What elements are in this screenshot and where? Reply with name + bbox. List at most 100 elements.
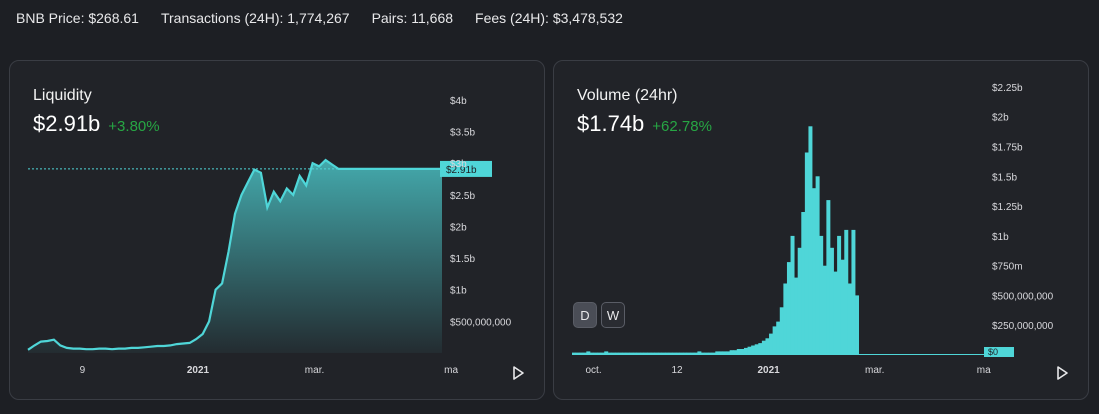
transactions-24h: Transactions (24H): 1,774,267 [160, 10, 350, 26]
volume-bar [640, 352, 645, 355]
volume-bar [600, 352, 605, 355]
volume-bar [575, 352, 580, 355]
volume-value-row: $1.74b +62.78% [577, 111, 712, 137]
x-tick-label: oct. [586, 365, 602, 376]
liquidity-card: $2.91b $4b $3.5b $3b $2.5b $2b $1.5b $1b $500,00… [9, 60, 545, 400]
volume-bar [747, 346, 752, 355]
volume-bar [683, 352, 688, 355]
volume-bar [614, 352, 619, 355]
volume-bar [679, 352, 684, 355]
y-tick-label: $4b [450, 96, 467, 107]
volume-bar [593, 352, 598, 355]
volume-bar [855, 295, 860, 355]
y-tick-label: $1.25b [992, 202, 1023, 213]
y-tick-label: $500,000,000 [992, 291, 1054, 302]
volume-bar [783, 283, 788, 355]
week-button[interactable]: W [601, 302, 625, 328]
volume-bar [851, 229, 856, 355]
volume-bar [761, 340, 766, 355]
play-icon[interactable] [1054, 365, 1070, 381]
bnb-price: BNB Price: $268.61 [16, 10, 139, 26]
volume-bar [829, 247, 834, 355]
x-tick-label: 2021 [187, 365, 210, 376]
volume-bar [697, 351, 702, 355]
volume-bar [822, 265, 827, 355]
volume-bar [833, 271, 838, 355]
volume-bar [808, 126, 813, 355]
volume-bar [794, 277, 799, 355]
volume-bar [804, 152, 809, 355]
x-tick-label: 2021 [758, 365, 781, 376]
volume-bar [611, 352, 616, 355]
y-tick-label: $1b [992, 232, 1009, 243]
volume-bar [840, 259, 845, 355]
volume-value: $1.74b [577, 111, 645, 136]
volume-bar [650, 352, 655, 355]
volume-bar [801, 212, 806, 355]
volume-bar [632, 352, 637, 355]
volume-bar [776, 321, 781, 355]
volume-title: Volume (24hr) [577, 87, 678, 104]
y-tick-label: $1.75b [992, 143, 1023, 154]
liquidity-chart[interactable]: $2.91b $4b $3.5b $3b $2.5b $2b $1.5b $1b $500,00… [10, 61, 545, 400]
volume-bar [837, 235, 842, 355]
volume-bar [786, 262, 791, 355]
volume-bar [675, 352, 680, 355]
current-value-tag [984, 347, 1014, 357]
volume-bar [779, 307, 784, 355]
volume-bar [643, 352, 648, 355]
volume-bar [690, 352, 695, 355]
volume-bar [700, 352, 705, 355]
x-tick-label: mar. [305, 365, 324, 376]
y-tick-label: $3b [450, 159, 467, 170]
liquidity-title: Liquidity [33, 87, 92, 104]
volume-bar [704, 352, 709, 355]
volume-bar [708, 352, 713, 355]
volume-bar [636, 352, 641, 355]
volume-bar [754, 344, 759, 355]
volume-bar [589, 352, 594, 355]
liquidity-area [28, 160, 442, 353]
y-tick-label: $1b [450, 286, 467, 297]
volume-bar [826, 200, 831, 355]
volume-bar [743, 347, 748, 355]
volume-chart[interactable]: $0 $2.25b $2b $1.75b $1.5b $1.25b $1b $750m $500… [554, 61, 1089, 400]
y-tick-label: $500,000,000 [450, 317, 512, 328]
y-tick-label: $1.5b [992, 172, 1017, 183]
volume-bar [657, 352, 662, 355]
y-tick-label: $2.5b [450, 191, 475, 202]
volume-bar [736, 349, 741, 355]
volume-bar [790, 235, 795, 355]
current-value-label: $2.91b [446, 165, 477, 176]
volume-bar [654, 352, 659, 355]
volume-bar [729, 350, 734, 355]
volume-bar [733, 350, 738, 355]
x-tick-label: 9 [80, 365, 86, 376]
volume-bar [622, 352, 627, 355]
y-tick-label: $2b [450, 222, 467, 233]
volume-bar [693, 352, 698, 355]
volume-change: +62.78% [652, 118, 712, 135]
x-tick-label: ma [977, 365, 991, 376]
volume-bar [572, 352, 576, 355]
volume-bar [661, 352, 666, 355]
day-button[interactable]: D [573, 302, 597, 328]
liquidity-value-row: $2.91b +3.80% [33, 111, 160, 137]
volume-bar [847, 283, 852, 355]
pairs-count: Pairs: 11,668 [371, 10, 454, 26]
x-tick-label: mar. [865, 365, 884, 376]
stats-bar: BNB Price: $268.61 Transactions (24H): 1… [16, 10, 623, 28]
volume-bar [582, 352, 587, 355]
volume-bar [607, 352, 612, 355]
volume-bar [769, 333, 774, 355]
play-icon[interactable] [510, 365, 526, 381]
y-tick-label: $750m [992, 262, 1023, 273]
y-tick-label: $2b [992, 113, 1009, 124]
current-value-tag [440, 160, 492, 177]
volume-bar [844, 229, 849, 355]
volume-bar [604, 351, 609, 355]
volume-bar [772, 326, 777, 355]
interval-toggle: D W [573, 302, 625, 328]
liquidity-value: $2.91b [33, 111, 101, 136]
volume-bar [812, 188, 817, 355]
